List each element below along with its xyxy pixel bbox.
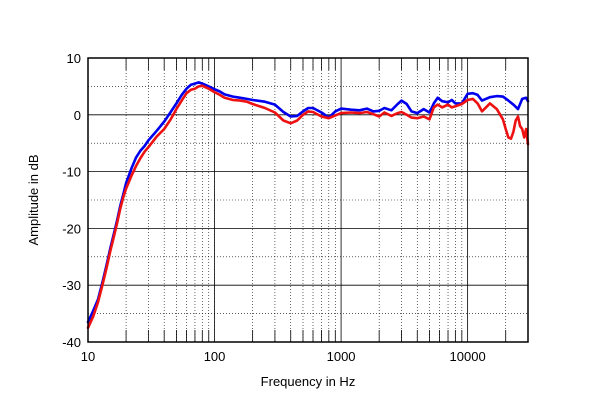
- y-tick-label: -20: [62, 221, 81, 236]
- y-tick-label: 0: [74, 108, 81, 123]
- y-tick-label: 10: [67, 51, 81, 66]
- y-tick-label: -40: [62, 335, 81, 350]
- x-axis-label: Frequency in Hz: [261, 374, 356, 389]
- y-tick-label: -30: [62, 278, 81, 293]
- y-axis-label: Amplitude in dB: [26, 154, 41, 245]
- x-tick-label: 100: [204, 349, 226, 364]
- series-lines: [86, 81, 530, 330]
- plot-frame: [87, 57, 529, 343]
- x-tick-label: 1000: [327, 349, 356, 364]
- x-tick-label: 10: [81, 349, 95, 364]
- series-line-2: [86, 84, 530, 330]
- x-tick-label: 10000: [450, 349, 486, 364]
- y-tick-label: -10: [62, 165, 81, 180]
